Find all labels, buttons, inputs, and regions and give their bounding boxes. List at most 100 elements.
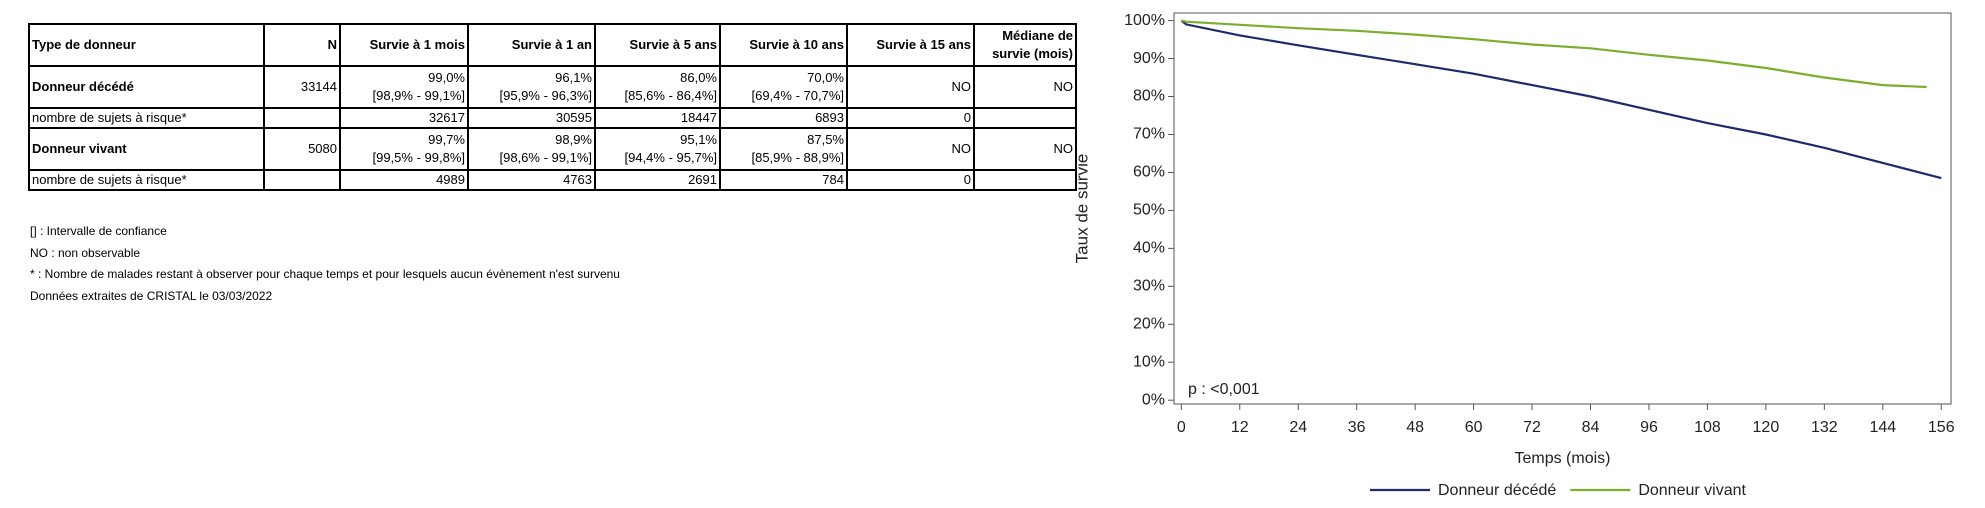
table-row: nombre de sujets à risque* 4989 4763 2691 78… — [28, 169, 1077, 191]
table-cell: 2691 — [594, 169, 721, 191]
survival-table: Type de donneur N Survie à 1 mois Survie à … — [28, 23, 1077, 191]
table-row: nombre de sujets à risque* 32617 30595 1844… — [28, 107, 1077, 129]
header-cell: N — [263, 23, 341, 67]
table-cell: 98,9% [98,6% - 99,1%] — [467, 127, 596, 171]
empty-cell — [973, 169, 1077, 191]
cell-value: 87,5% — [807, 132, 844, 147]
y-tick-label: 50% — [1133, 202, 1165, 219]
table-cell: 4989 — [339, 169, 469, 191]
table-cell: 0 — [846, 169, 975, 191]
table-cell: nombre de sujets à risque* — [28, 169, 265, 191]
cell-ci: [94,4% - 95,7%] — [624, 150, 718, 165]
table-cell: 96,1% [95,9% - 96,3%] — [467, 65, 596, 109]
table-cell: 4763 — [467, 169, 596, 191]
annotation: p : <0,001 — [1188, 381, 1260, 398]
cell-value: 98,9% — [555, 132, 592, 147]
header-cell: Survie à 1 an — [467, 23, 596, 67]
x-tick-label: 36 — [1348, 419, 1366, 436]
table-cell: 0 — [846, 107, 975, 129]
y-tick-label: 40% — [1133, 240, 1165, 257]
x-tick-label: 24 — [1289, 419, 1307, 436]
table-cell: NO — [973, 65, 1077, 109]
empty-cell — [973, 107, 1077, 129]
legend-label: Donneur vivant — [1638, 482, 1746, 499]
header-cell: Survie à 5 ans — [594, 23, 721, 67]
series-line — [1180, 19, 1942, 180]
cell-value: 99,7% — [428, 132, 465, 147]
header-cell: Type de donneur — [28, 23, 265, 67]
cell-ci: [69,4% - 70,7%] — [751, 88, 845, 103]
table-cell: 18447 — [594, 107, 721, 129]
y-tick-label: 0% — [1142, 391, 1165, 408]
table-row: Donneur décédé 33144 99,0% [98,9% - 99,1%] 9… — [28, 65, 1077, 109]
table-cell: Donneur vivant — [28, 127, 265, 171]
table-cell: NO — [846, 127, 975, 171]
y-tick-label: 20% — [1133, 316, 1165, 333]
cell-value: 95,1% — [680, 132, 717, 147]
cell-ci: [99,5% - 99,8%] — [372, 150, 466, 165]
y-tick-label: 90% — [1133, 50, 1165, 67]
x-axis-title: Temps (mois) — [1514, 450, 1610, 467]
table-cell: 6893 — [719, 107, 848, 129]
table-cell: 99,7% [99,5% - 99,8%] — [339, 127, 469, 171]
x-tick-label: 120 — [1753, 419, 1780, 436]
table-cell: 70,0% [69,4% - 70,7%] — [719, 65, 848, 109]
cell-ci: [85,6% - 86,4%] — [624, 88, 718, 103]
x-tick-label: 72 — [1523, 419, 1541, 436]
header-cell: Survie à 15 ans — [846, 23, 975, 67]
legend-label: Donneur décédé — [1438, 482, 1556, 499]
table-cell: 30595 — [467, 107, 596, 129]
table-cell: 99,0% [98,9% - 99,1%] — [339, 65, 469, 109]
table-cell: NO — [846, 65, 975, 109]
y-tick-label: 10% — [1133, 353, 1165, 370]
table-cell: nombre de sujets à risque* — [28, 107, 265, 129]
cell-ci: [98,9% - 99,1%] — [372, 88, 466, 103]
x-tick-label: 60 — [1465, 419, 1483, 436]
table-cell: 87,5% [85,9% - 88,9%] — [719, 127, 848, 171]
series-line — [1181, 19, 1927, 89]
table-row: Donneur vivant 5080 99,7% [99,5% - 99,8%] 98… — [28, 127, 1077, 171]
y-tick-label: 70% — [1133, 126, 1165, 143]
x-tick-label: 156 — [1928, 419, 1955, 436]
x-tick-label: 96 — [1640, 419, 1658, 436]
table-cell: 32617 — [339, 107, 469, 129]
plot-frame — [1173, 12, 1952, 405]
notes: [] : Intervalle de confiance NO : non obs… — [30, 224, 620, 310]
table-cell: 86,0% [85,6% - 86,4%] — [594, 65, 721, 109]
cell-ci: [85,9% - 88,9%] — [751, 150, 845, 165]
note: Données extraites de CRISTAL le 03/03/20… — [30, 288, 273, 303]
header-cell: Survie à 1 mois — [339, 23, 469, 67]
table-cell: 784 — [719, 169, 848, 191]
x-tick-label: 84 — [1582, 419, 1600, 436]
table-cell: 33144 — [263, 65, 341, 109]
y-tick-label: 100% — [1124, 12, 1165, 29]
y-tick-label: 30% — [1133, 278, 1165, 295]
x-tick-label: 144 — [1869, 419, 1896, 436]
table-cell: Donneur décédé — [28, 65, 265, 109]
note: [] : Intervalle de confiance — [30, 224, 167, 238]
x-tick-label: 12 — [1231, 419, 1249, 436]
cell-value: 99,0% — [428, 70, 465, 85]
cell-value: 86,0% — [680, 70, 717, 85]
empty-cell — [263, 169, 341, 191]
y-tick-label: 80% — [1133, 88, 1165, 105]
header-cell: Médiane de survie (mois) — [973, 23, 1077, 67]
y-tick-label: 60% — [1133, 164, 1165, 181]
note: NO : non observable — [30, 245, 141, 260]
x-tick-label: 108 — [1694, 419, 1721, 436]
header-cell: Survie à 10 ans — [719, 23, 848, 67]
table-cell: 95,1% [94,4% - 95,7%] — [594, 127, 721, 171]
x-tick-label: 132 — [1811, 419, 1838, 436]
x-tick-label: 48 — [1406, 419, 1424, 436]
x-tick-label: 0 — [1177, 419, 1186, 436]
cell-value: 96,1% — [555, 70, 592, 85]
empty-cell — [263, 107, 341, 129]
cell-ci: [98,6% - 99,1%] — [499, 150, 593, 165]
table-cell: NO — [973, 127, 1077, 171]
cell-value: 70,0% — [807, 70, 844, 85]
cell-ci: [95,9% - 96,3%] — [499, 88, 593, 103]
table-cell: 5080 — [263, 127, 341, 171]
header-row: Type de donneur N Survie à 1 mois Survie à … — [28, 23, 1077, 67]
